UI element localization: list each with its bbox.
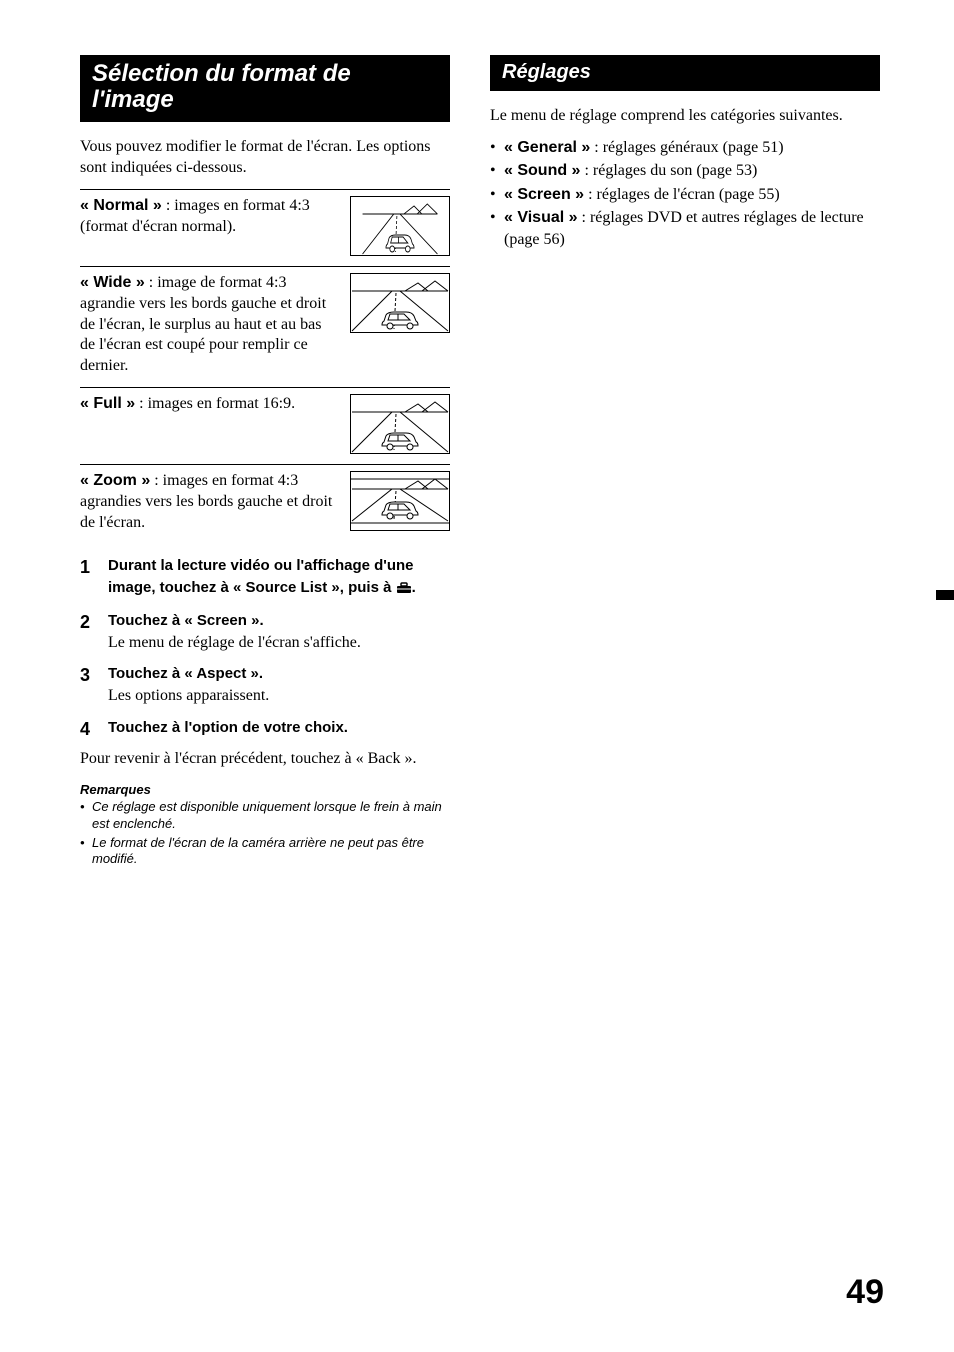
step-head: Touchez à l'option de votre choix. [108, 719, 348, 736]
aspect-diagram-svg [350, 394, 450, 454]
aspect-label: « Wide » [80, 274, 145, 291]
aspect-text: « Zoom » : images en format 4:3 agrandie… [80, 471, 340, 533]
aspect-diagram-normal [350, 196, 450, 256]
after-steps-note: Pour revenir à l'écran précédent, touche… [80, 748, 450, 770]
aspect-diagram-full [350, 394, 450, 454]
step-head: Touchez à « Screen ». [108, 612, 264, 629]
aspect-diagram-svg [350, 273, 450, 333]
step-item: Touchez à « Screen ». Le menu de réglage … [80, 610, 450, 653]
settings-bullet: « General » : réglages généraux (page 51… [490, 137, 880, 159]
bullet-desc: : réglages de l'écran (page 55) [584, 186, 780, 203]
aspect-text: « Full » : images en format 16:9. [80, 394, 340, 415]
bullet-label: « General » [504, 139, 590, 156]
aspect-desc: : images en format 16:9. [135, 395, 295, 412]
section-title-right: Réglages [490, 55, 880, 91]
settings-bullets: « General » : réglages généraux (page 51… [490, 137, 880, 251]
aspect-block: « Full » : images en format 16:9. [80, 387, 450, 464]
remark-item: Ce réglage est disponible uniquement lor… [80, 799, 450, 833]
column-left: Sélection du format de l'image Vous pouv… [80, 55, 450, 870]
aspect-block: « Normal » : images en format 4:3 (forma… [80, 189, 450, 266]
bullet-label: « Sound » [504, 162, 580, 179]
section-title-left: Sélection du format de l'image [80, 55, 450, 122]
step-item: Touchez à l'option de votre choix. [80, 717, 450, 739]
bullet-label: « Screen » [504, 186, 584, 203]
remark-item: Le format de l'écran de la caméra arrièr… [80, 835, 450, 869]
toolbox-icon [396, 580, 412, 600]
remarks-heading: Remarques [80, 782, 450, 797]
aspect-diagram-wide [350, 273, 450, 333]
intro-left: Vous pouvez modifier le format de l'écra… [80, 136, 450, 179]
step-sub: Le menu de réglage de l'écran s'affiche. [108, 634, 361, 651]
aspect-diagram-zoom [350, 471, 450, 531]
aspect-label: « Zoom » [80, 472, 150, 489]
aspect-block: « Zoom » : images en format 4:3 agrandie… [80, 464, 450, 543]
aspect-diagram-svg [350, 196, 450, 256]
bullet-label: « Visual » [504, 209, 578, 226]
aspect-label: « Normal » [80, 197, 162, 214]
aspect-text: « Wide » : image de format 4:3 agrandie … [80, 273, 340, 377]
intro-right: Le menu de réglage comprend les catégori… [490, 105, 880, 127]
column-right: Réglages Le menu de réglage comprend les… [490, 55, 880, 870]
settings-bullet: « Sound » : réglages du son (page 53) [490, 160, 880, 182]
page-number: 49 [846, 1273, 884, 1312]
aspect-label: « Full » [80, 395, 135, 412]
settings-bullet: « Screen » : réglages de l'écran (page 5… [490, 184, 880, 206]
step-head: Durant la lecture vidéo ou l'affichage d… [108, 557, 416, 596]
bullet-desc: : réglages généraux (page 51) [590, 139, 783, 156]
step-head: Touchez à « Aspect ». [108, 665, 263, 682]
aspect-diagram-svg [350, 471, 450, 531]
steps-list: Durant la lecture vidéo ou l'affichage d… [80, 555, 450, 738]
step-item: Durant la lecture vidéo ou l'affichage d… [80, 555, 450, 600]
settings-bullet: « Visual » : réglages DVD et autres régl… [490, 207, 880, 250]
step-item: Touchez à « Aspect ». Les options apparai… [80, 663, 450, 706]
remarks-list: Ce réglage est disponible uniquement lor… [80, 799, 450, 869]
aspect-text: « Normal » : images en format 4:3 (forma… [80, 196, 340, 238]
page-edge-tab [936, 590, 954, 600]
bullet-desc: : réglages du son (page 53) [580, 162, 757, 179]
aspect-block: « Wide » : image de format 4:3 agrandie … [80, 266, 450, 387]
step-sub: Les options apparaissent. [108, 687, 269, 704]
